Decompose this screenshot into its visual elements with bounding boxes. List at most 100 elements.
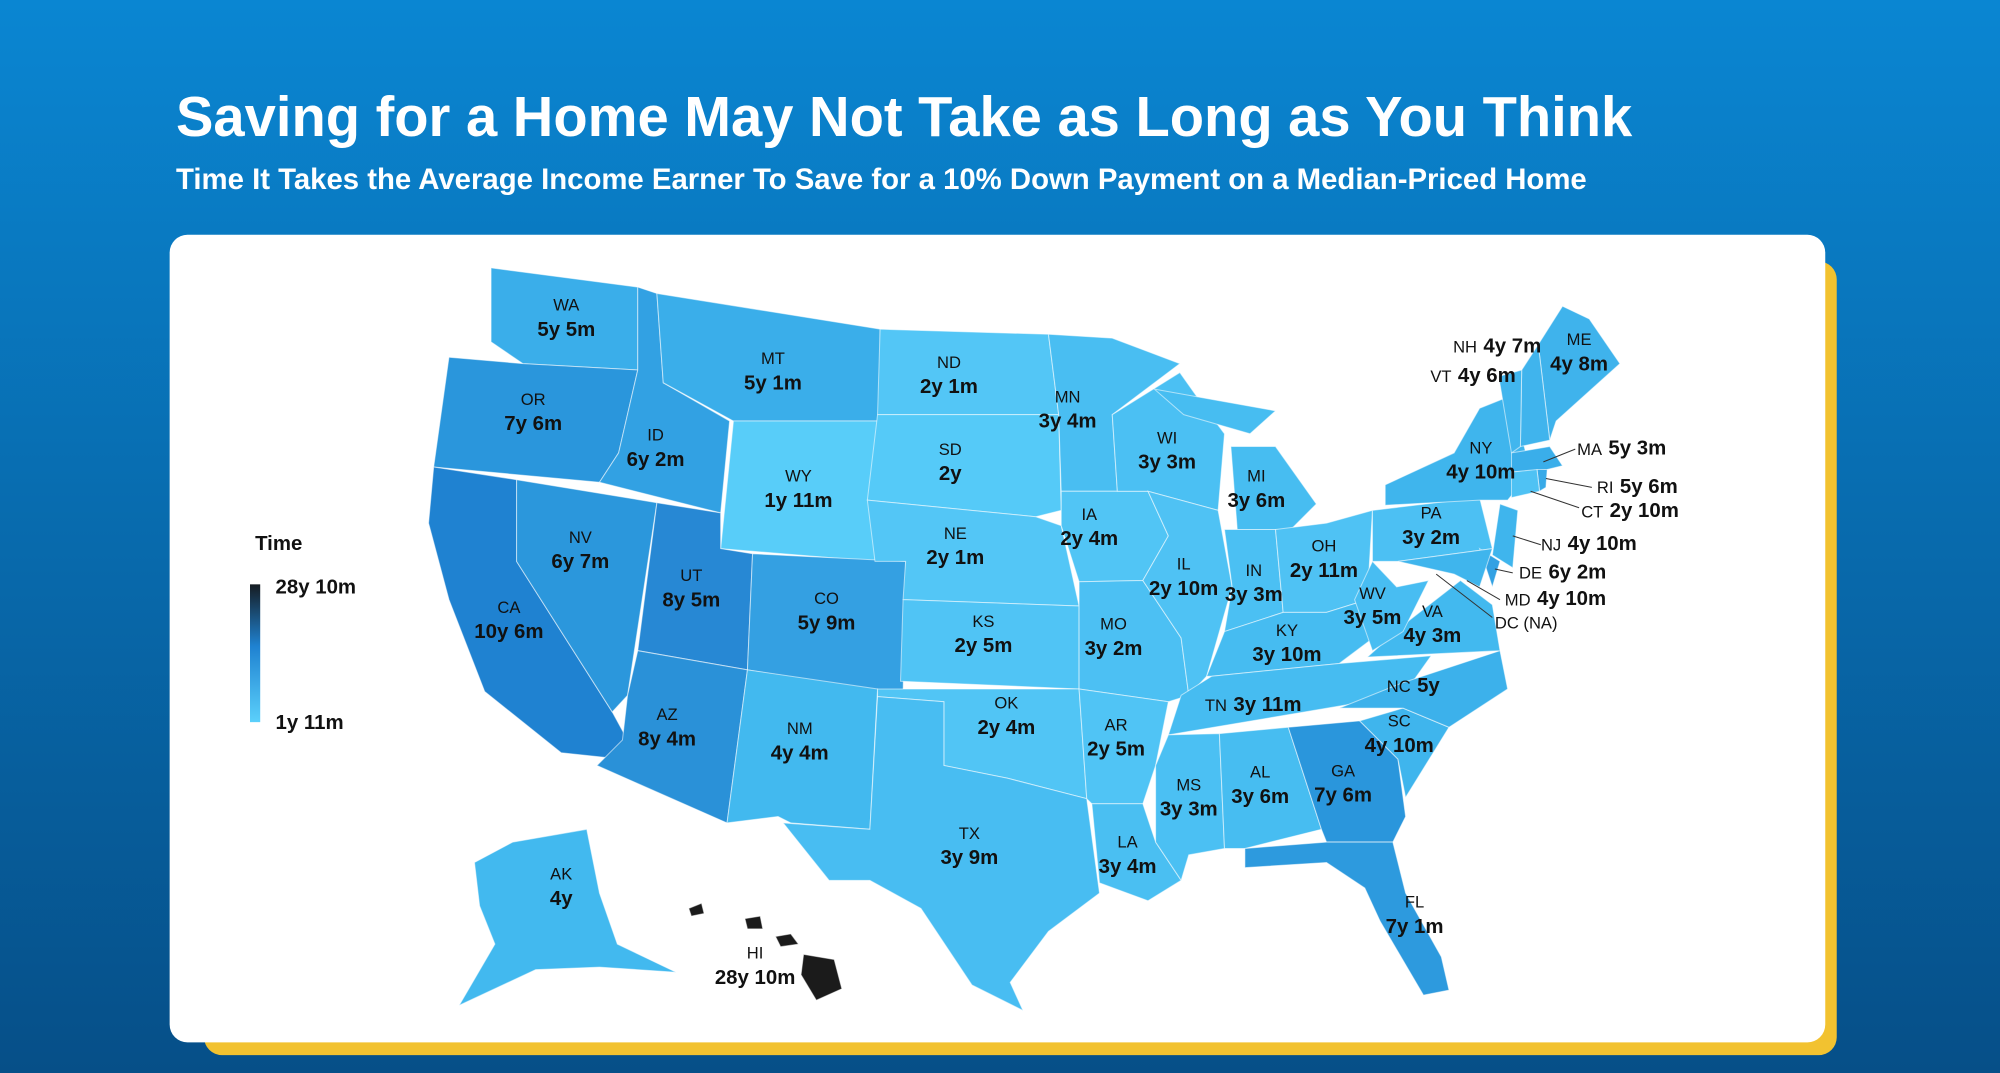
- state-abbr: SC: [1388, 712, 1411, 731]
- leader-line: [1435, 573, 1493, 618]
- state-value: 4y 10m: [1537, 588, 1606, 610]
- state-value: 2y 11m: [1290, 560, 1358, 582]
- state-abbr: SD: [939, 440, 962, 459]
- legend-min: 1y 11m: [276, 712, 344, 734]
- state: [1218, 726, 1323, 849]
- state-value: 7y 6m: [1314, 785, 1372, 807]
- state: [1152, 388, 1277, 435]
- state-abbr: HI: [747, 944, 764, 963]
- state-abbr: IN: [1246, 561, 1263, 580]
- state-abbr: IA: [1081, 505, 1098, 524]
- state-abbr: WY: [785, 467, 812, 486]
- leader-line: [1543, 448, 1576, 463]
- state: [800, 953, 843, 1001]
- state-value: 2y 5m: [954, 635, 1012, 657]
- state-layer: [428, 267, 1621, 1012]
- state-abbr: KY: [1276, 621, 1298, 640]
- state-value: 4y 10m: [1446, 462, 1515, 484]
- state: [866, 414, 1062, 518]
- state: [516, 479, 658, 713]
- legend-gradient: [250, 584, 261, 723]
- state: [774, 933, 800, 948]
- state-value: 4y 3m: [1403, 625, 1461, 647]
- state: [782, 696, 1101, 1012]
- state-abbr: AZ: [656, 705, 677, 724]
- state-value: 28y 10m: [715, 967, 796, 989]
- state: [1358, 707, 1450, 799]
- state-abbr: DC (NA): [1495, 613, 1558, 632]
- state-value: 2y 1m: [926, 547, 984, 569]
- state: [688, 902, 705, 917]
- state-abbr: PA: [1421, 504, 1443, 523]
- state-value: 3y 2m: [1402, 527, 1460, 549]
- state-value: 3y 3m: [1225, 584, 1283, 606]
- state-abbr: MO: [1100, 615, 1127, 634]
- legend-title: Time: [255, 533, 302, 555]
- state-abbr: VT: [1430, 367, 1451, 386]
- leader-lines: [1435, 448, 1592, 618]
- state-abbr: MT: [761, 349, 785, 368]
- state-abbr: NV: [569, 528, 592, 547]
- state: [1510, 468, 1541, 499]
- state-value: 10y 6m: [474, 621, 543, 643]
- state-value: 5y 3m: [1608, 437, 1666, 459]
- state: [1397, 548, 1494, 588]
- state-value: 3y 4m: [1099, 856, 1157, 878]
- state: [1339, 650, 1509, 728]
- state-value: 2y 5m: [1087, 739, 1145, 761]
- state-value: 3y 3m: [1160, 799, 1218, 821]
- state-value: 5y: [1417, 675, 1440, 697]
- state-value: 4y: [550, 888, 573, 910]
- state-value: 5y 1m: [744, 372, 802, 394]
- state-abbr: MN: [1055, 387, 1081, 406]
- title: Saving for a Home May Not Take as Long a…: [176, 85, 1633, 148]
- state-value: 6y 2m: [627, 449, 685, 471]
- leader-line: [1530, 490, 1580, 509]
- state-abbr: NE: [944, 524, 967, 543]
- state-value: 5y 5m: [537, 319, 595, 341]
- state-value: 4y 4m: [771, 742, 829, 764]
- state-abbr: NY: [1469, 438, 1492, 457]
- state-abbr: LA: [1117, 833, 1138, 852]
- state-abbr: ND: [937, 353, 961, 372]
- state-value: 2y 10m: [1610, 500, 1679, 522]
- state-abbr: AK: [550, 865, 572, 884]
- state-value: 3y 2m: [1085, 638, 1143, 660]
- state-value: 2y 10m: [1149, 578, 1218, 600]
- state-value: 3y 4m: [1039, 411, 1097, 433]
- state-value: 7y 1m: [1386, 916, 1444, 938]
- state-value: 7y 6m: [504, 413, 562, 435]
- state-value: 3y 3m: [1138, 452, 1196, 474]
- leader-line: [1545, 477, 1592, 488]
- state-abbr: DE: [1519, 564, 1542, 583]
- leader-line: [1512, 535, 1541, 546]
- state: [1498, 369, 1523, 454]
- state-abbr: FL: [1405, 893, 1424, 912]
- leader-line: [1466, 580, 1501, 601]
- state: [457, 828, 677, 1007]
- state: [1491, 503, 1519, 569]
- state-abbr: KS: [972, 612, 994, 631]
- state-value: 4y 8m: [1550, 353, 1608, 375]
- state-value: 3y 11m: [1233, 694, 1301, 716]
- state-abbr: CO: [814, 589, 839, 608]
- state-abbr: VA: [1422, 602, 1444, 621]
- state-value: 1y 11m: [764, 490, 832, 512]
- state-abbr: NC: [1387, 677, 1411, 696]
- state-abbr: TN: [1205, 696, 1227, 715]
- state-abbr: MI: [1247, 467, 1265, 486]
- state-abbr: OR: [521, 390, 546, 409]
- state-abbr: WA: [553, 296, 580, 315]
- state-value: 4y 6m: [1458, 365, 1516, 387]
- state-abbr: CA: [497, 598, 521, 617]
- legend-max: 28y 10m: [276, 577, 357, 599]
- state-abbr: MA: [1577, 440, 1603, 459]
- label-layer: WA 5y 5m OR 7y 6m CA 10y 6m NV 6y 7m ID 6y 2m MT 5y…: [474, 296, 1679, 989]
- state-abbr: ID: [647, 426, 664, 445]
- state-value: 4y 10m: [1568, 533, 1637, 555]
- state-value: 2y: [939, 463, 962, 485]
- state-abbr: TX: [959, 824, 980, 843]
- state-abbr: NM: [787, 719, 813, 738]
- state: [1155, 733, 1226, 882]
